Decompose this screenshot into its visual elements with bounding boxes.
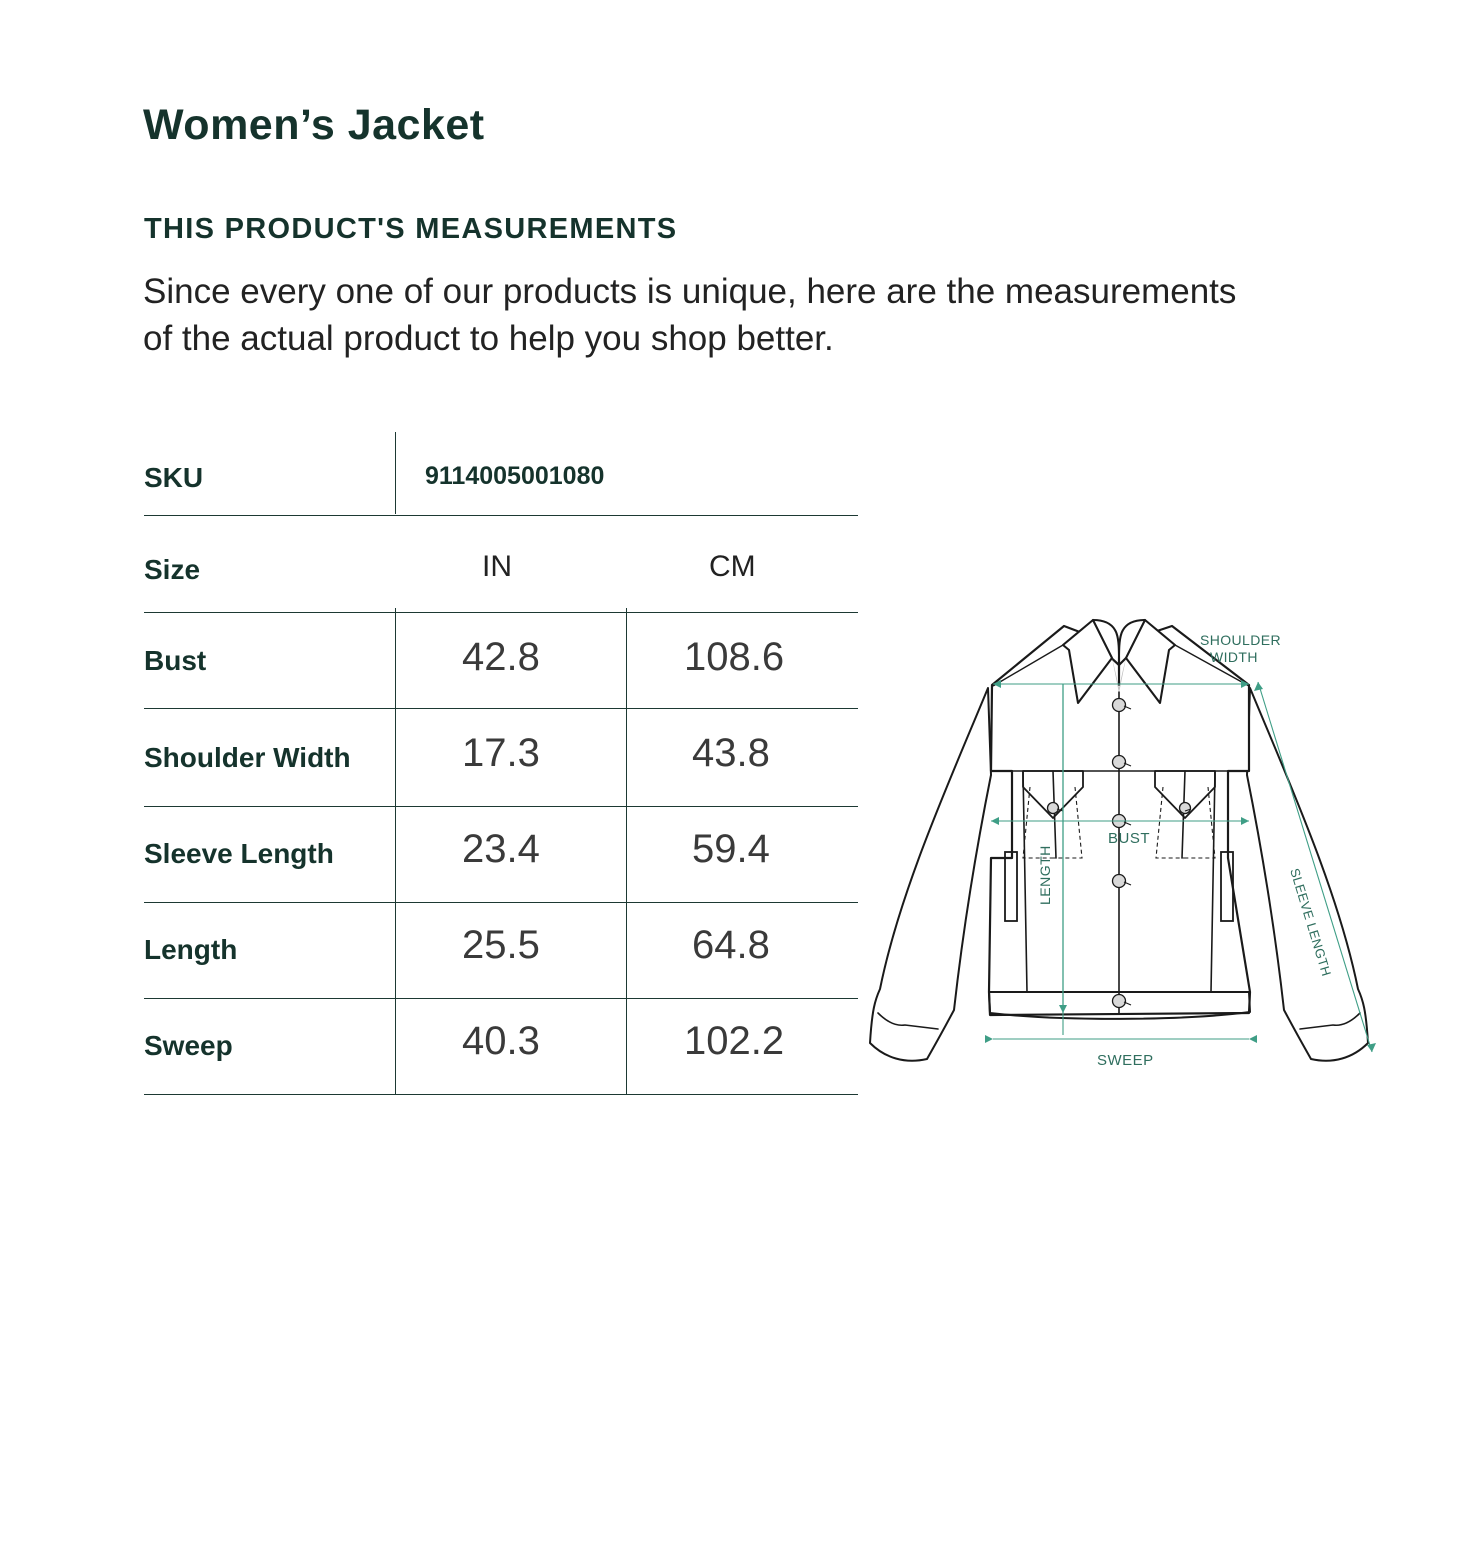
svg-text:LENGTH: LENGTH: [1037, 845, 1053, 905]
svg-text:SWEEP: SWEEP: [1097, 1052, 1154, 1069]
svg-text:WIDTH: WIDTH: [1210, 649, 1258, 665]
svg-text:BUST: BUST: [1108, 830, 1150, 847]
svg-text:SHOULDER: SHOULDER: [1200, 632, 1281, 648]
